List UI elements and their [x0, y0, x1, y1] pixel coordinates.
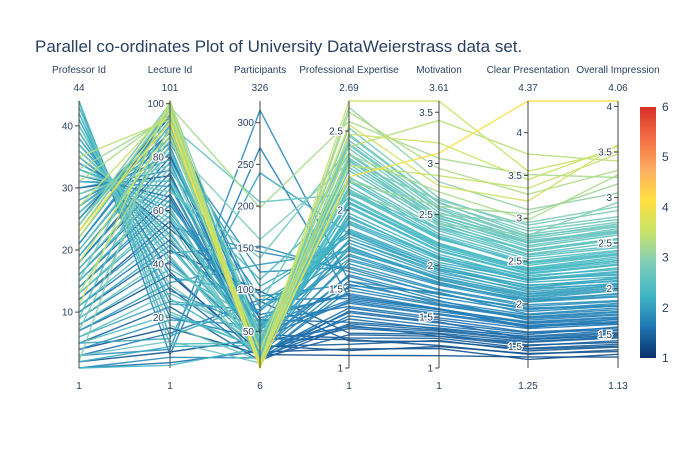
axis-tick-label: 80 [153, 153, 165, 164]
axis-range-min: 1 [346, 381, 352, 392]
colorbar-tick-label: 2 [662, 301, 669, 315]
axis-name: Professor Id [52, 65, 106, 76]
axis-tick-label: 1 [337, 364, 343, 375]
axis-range-min: 1.13 [608, 381, 628, 392]
axis-tick-label: 3.5 [598, 148, 612, 159]
axis-tick-label: 4 [606, 102, 612, 113]
axis-range-max: 326 [252, 83, 269, 94]
axis-tick-label: 300 [237, 118, 254, 129]
axis-name: Lecture Id [148, 65, 192, 76]
axis-tick-label: 2.5 [598, 239, 612, 250]
axis-range-max: 44 [73, 83, 85, 94]
axis-tick-label: 60 [153, 206, 165, 217]
colorbar-tick-label: 5 [662, 150, 669, 164]
axis-tick-label: 3.5 [419, 108, 433, 119]
chart-title: Parallel co-ordinates Plot of University… [35, 37, 522, 56]
colorbar-tick-label: 1 [662, 351, 669, 365]
axis-tick-label: 2 [606, 284, 612, 295]
axis-range-max: 101 [162, 83, 179, 94]
axis-range-min: 1 [76, 381, 82, 392]
axis-tick-label: 40 [153, 259, 165, 270]
axis-tick-label: 100 [237, 285, 254, 296]
axis-tick-label: 2 [516, 299, 522, 310]
axis-range-max: 4.37 [518, 83, 538, 94]
axis-tick-label: 4 [516, 128, 522, 139]
axis-range-min: 6 [257, 381, 263, 392]
axis-0[interactable]: Professor Id 44 1 10 20 30 40 [52, 65, 106, 392]
axis-tick-label: 1.5 [329, 285, 343, 296]
axis-tick-label: 3.5 [508, 171, 522, 182]
axis-tick-label: 30 [62, 183, 74, 194]
axis-tick-label: 2 [427, 261, 433, 272]
axis-tick-label: 250 [237, 160, 254, 171]
axis-4[interactable]: Motivation 3.61 11 1.5 2 2.5 3 3.5 [416, 65, 462, 392]
axis-name: Motivation [416, 65, 462, 76]
axis-tick-label: 150 [237, 243, 254, 254]
axis-tick-label: 1 [427, 364, 433, 375]
axis-tick-label: 200 [237, 202, 254, 213]
colorbar-tick-label: 4 [662, 200, 669, 214]
colorbar-gradient [640, 107, 656, 358]
axis-range-max: 3.61 [429, 83, 449, 94]
axis-tick-label: 1.5 [419, 312, 433, 323]
axis-range-min: 1.25 [518, 381, 538, 392]
axis-name: Overall Impression [576, 65, 659, 76]
axis-6[interactable]: Overall Impression 4.06 1.13 1.5 2 2.5 3 3.5 4 [576, 65, 659, 392]
axis-tick-label: 50 [243, 327, 255, 338]
colorbar: 1 2 3 4 5 6 [640, 100, 669, 365]
colorbar-tick-label: 6 [662, 100, 669, 114]
axis-5[interactable]: Clear Presentation 4.37 1.25 1.5 2 2.5 3 3.5 4 [487, 65, 570, 392]
axis-3[interactable]: Professional Expertise 2.69 11 1.5 2 2.5 [299, 65, 399, 392]
axis-tick-label: 3 [516, 214, 522, 225]
axis-tick-label: 1.5 [508, 342, 522, 353]
axis-range-max: 4.06 [608, 83, 628, 94]
axis-name: Participants [234, 65, 286, 76]
axis-2[interactable]: Participants 326 6 50 100 150 200 250 300 [234, 65, 286, 392]
axis-range-min: 1 [436, 381, 442, 392]
axis-tick-label: 20 [62, 246, 74, 257]
axis-tick-label: 20 [153, 313, 165, 324]
axis-name: Clear Presentation [487, 65, 570, 76]
axis-tick-label: 2.5 [419, 210, 433, 221]
axis-range-min: 1 [167, 381, 173, 392]
axis-tick-label: 2.5 [508, 257, 522, 268]
axis-tick-label: 1.5 [598, 330, 612, 341]
axis-1[interactable]: Lecture Id 101 1 20 40 60 80 100 [146, 65, 192, 392]
axis-tick-label: 40 [62, 121, 74, 132]
axis-tick-label: 2.5 [329, 127, 343, 138]
axis-tick-label: 2 [337, 206, 343, 217]
axis-tick-label: 100 [147, 99, 164, 110]
axis-range-max: 2.69 [339, 83, 359, 94]
axis-name: Professional Expertise [299, 65, 399, 76]
axis-tick-label: 3 [606, 193, 612, 204]
axis-tick-label: 3 [427, 159, 433, 170]
colorbar-tick-label: 3 [662, 251, 669, 265]
axis-tick-label: 10 [62, 308, 74, 319]
